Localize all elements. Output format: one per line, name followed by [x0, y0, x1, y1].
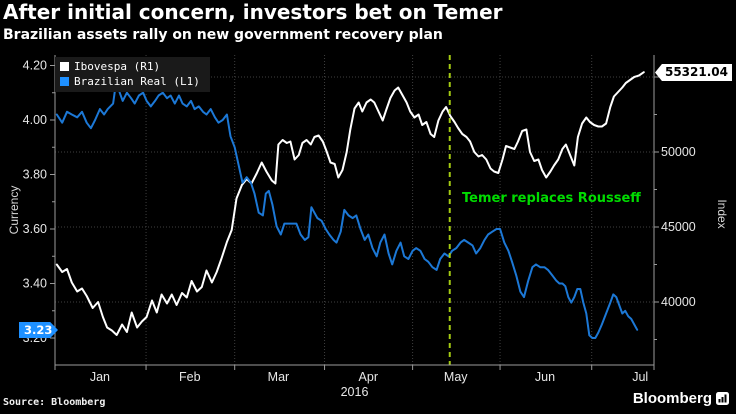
month-label: Mar — [268, 370, 290, 384]
right-tick-label: 50000 — [661, 145, 696, 159]
left-tick-label: 4.00 — [23, 113, 47, 127]
month-label: Jan — [90, 370, 110, 384]
left-tick-label: 3.80 — [23, 168, 47, 182]
legend: Ibovespa (R1) Brazilian Real (L1) — [55, 57, 210, 92]
legend-label-brazilian-real: Brazilian Real (L1) — [74, 75, 200, 88]
bloomberg-logo: Bloomberg — [633, 390, 729, 407]
legend-label-ibovespa: Ibovespa (R1) — [74, 60, 161, 73]
legend-swatch-brazilian-real — [60, 77, 69, 86]
legend-item-ibovespa: Ibovespa (R1) — [60, 59, 200, 74]
series-line-brazilian-real — [55, 76, 639, 339]
month-label: Jun — [535, 370, 555, 384]
event-annotation: Temer replaces Rousseff — [462, 191, 641, 206]
month-label: May — [444, 370, 468, 384]
left-axis-title: Currency — [7, 185, 21, 235]
left-tick-label: 3.40 — [23, 277, 47, 291]
right-axis-title: Index — [715, 199, 729, 229]
series-line-ibovespa — [55, 71, 645, 336]
year-label: 2016 — [341, 385, 369, 399]
last-value-badge-ibovespa: 55321.04 — [655, 64, 732, 81]
bloomberg-wordmark: Bloomberg — [632, 390, 712, 407]
bloomberg-chart-mark-icon — [716, 392, 729, 405]
page-title: After initial concern, investors bet on … — [3, 0, 503, 24]
left-tick-label: 3.60 — [23, 222, 47, 236]
last-value-badge-real: 3.23 — [19, 322, 58, 338]
page-subtitle: Brazilian assets rally on new government… — [3, 27, 443, 43]
legend-item-brazilian-real: Brazilian Real (L1) — [60, 74, 200, 89]
right-tick-label: 45000 — [661, 220, 696, 234]
month-label: Apr — [359, 370, 378, 384]
legend-swatch-ibovespa — [60, 62, 69, 71]
source-credit: Source: Bloomberg — [3, 397, 106, 408]
month-label: Jul — [632, 370, 648, 384]
left-tick-label: 4.20 — [23, 58, 47, 72]
right-tick-label: 40000 — [661, 295, 696, 309]
month-label: Feb — [179, 370, 201, 384]
